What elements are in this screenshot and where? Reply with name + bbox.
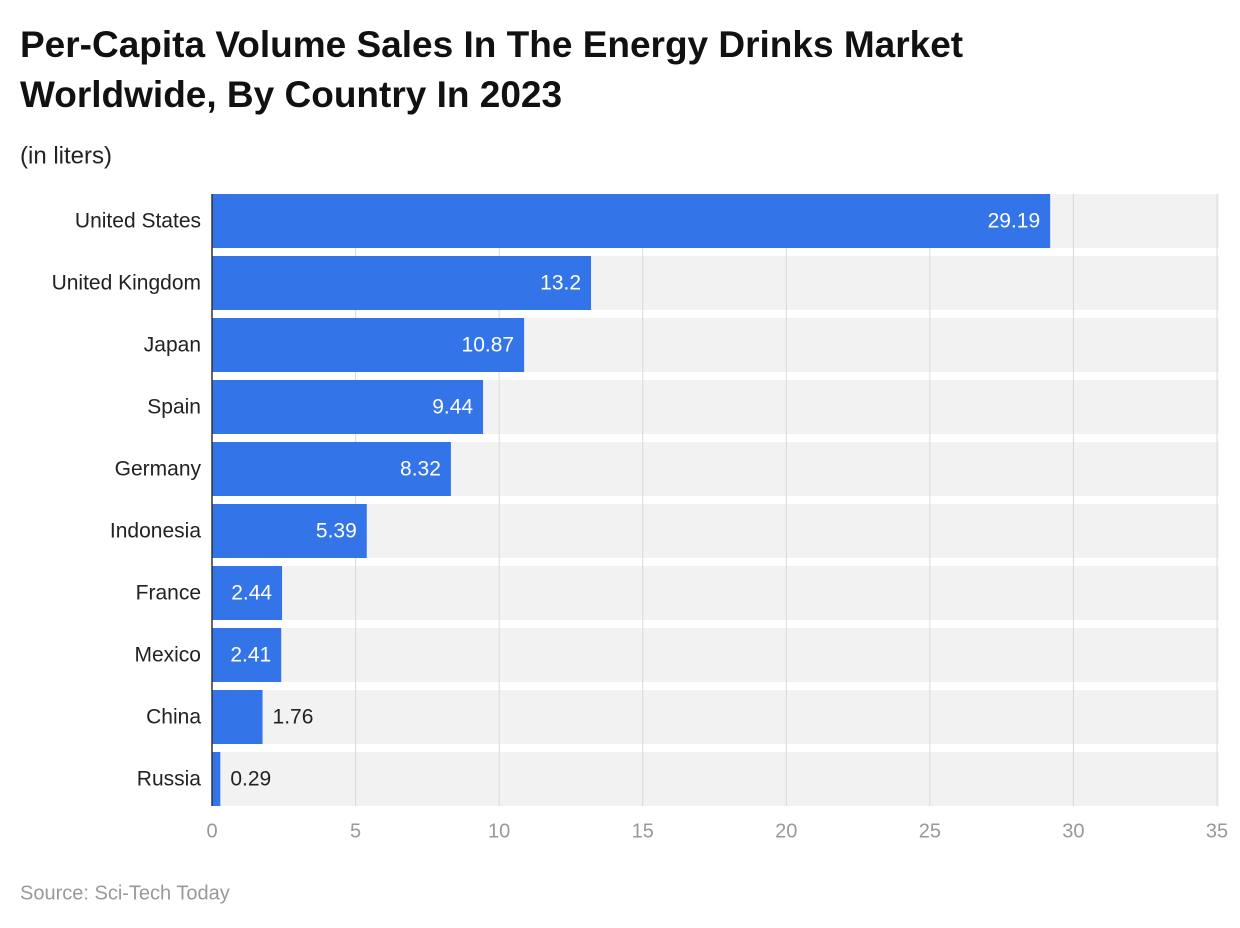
x-tick-label: 25 xyxy=(919,820,941,842)
chart-title: Per-Capita Volume Sales In The Energy Dr… xyxy=(20,24,963,65)
x-tick-label: 20 xyxy=(775,820,797,842)
bar xyxy=(212,504,367,558)
source: Source: Sci-Tech Today xyxy=(20,882,230,904)
chart-subtitle: (in liters) xyxy=(20,142,112,169)
value-label: 5.39 xyxy=(316,520,357,543)
x-tick-label: 35 xyxy=(1206,820,1228,842)
value-label: 8.32 xyxy=(400,458,441,481)
value-label: 1.76 xyxy=(273,706,314,729)
x-tick-label: 15 xyxy=(632,820,654,842)
y-tick-label: France xyxy=(136,582,201,605)
x-tick-label: 0 xyxy=(206,820,217,842)
x-tick-label: 10 xyxy=(488,820,510,842)
chart-title: Worldwide, By Country In 2023 xyxy=(20,74,562,115)
row-band xyxy=(212,566,1219,620)
row-band xyxy=(212,752,1219,806)
y-tick-label: China xyxy=(146,706,201,729)
bar xyxy=(212,628,282,682)
row-band xyxy=(212,504,1219,558)
x-tick-label: 5 xyxy=(350,820,361,842)
bar xyxy=(212,380,484,434)
row-band xyxy=(212,628,1219,682)
value-label: 13.2 xyxy=(540,272,581,295)
row-band xyxy=(212,690,1219,744)
value-label: 10.87 xyxy=(462,334,515,357)
value-label: 9.44 xyxy=(432,396,473,419)
y-tick-label: United Kingdom xyxy=(52,272,201,295)
bar xyxy=(212,442,451,496)
value-label: 0.29 xyxy=(230,768,271,791)
y-tick-label: Germany xyxy=(115,458,202,481)
y-tick-label: United States xyxy=(75,210,201,233)
bar xyxy=(212,256,592,310)
value-label: 29.19 xyxy=(988,210,1041,233)
y-tick-label: Spain xyxy=(147,396,201,419)
y-tick-label: Indonesia xyxy=(110,520,201,543)
y-tick-label: Russia xyxy=(137,768,202,791)
bar xyxy=(212,752,221,806)
y-tick-label: Mexico xyxy=(134,644,201,667)
value-label: 2.44 xyxy=(231,582,272,605)
bar xyxy=(212,690,263,744)
x-tick-label: 30 xyxy=(1062,820,1084,842)
bar xyxy=(212,318,525,372)
bar xyxy=(212,566,283,620)
value-label: 2.41 xyxy=(230,644,271,667)
y-tick-label: Japan xyxy=(144,334,201,357)
bar xyxy=(212,194,1051,248)
